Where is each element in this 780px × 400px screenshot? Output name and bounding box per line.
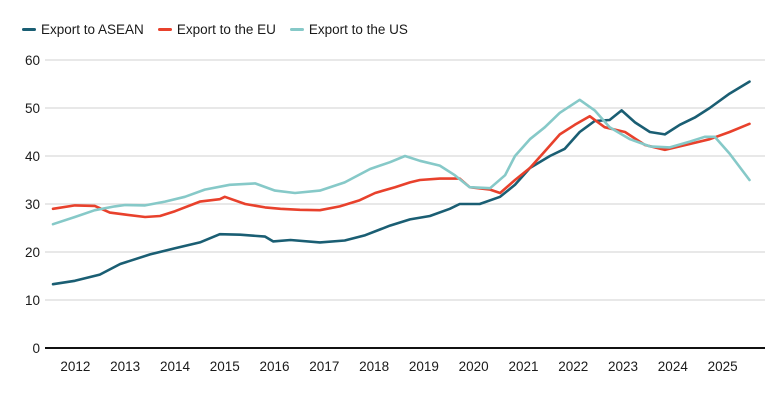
x-tick-label: 2017 bbox=[309, 359, 339, 374]
x-tick-label: 2018 bbox=[359, 359, 389, 374]
legend-item-asean[interactable]: Export to ASEAN bbox=[22, 22, 144, 37]
y-tick-label: 10 bbox=[25, 293, 40, 308]
x-tick-label: 2016 bbox=[260, 359, 290, 374]
y-tick-label: 20 bbox=[25, 245, 40, 260]
legend-item-us[interactable]: Export to the US bbox=[289, 22, 408, 37]
x-tick-label: 2014 bbox=[160, 359, 191, 374]
x-tick-label: 2023 bbox=[608, 359, 638, 374]
legend-label-asean: Export to ASEAN bbox=[41, 22, 144, 37]
legend-swatch-asean bbox=[22, 28, 36, 31]
y-tick-label: 40 bbox=[25, 149, 40, 164]
x-tick-label: 2013 bbox=[110, 359, 140, 374]
x-tick-label: 2015 bbox=[210, 359, 240, 374]
legend-label-eu: Export to the EU bbox=[176, 22, 276, 37]
x-tick-label: 2019 bbox=[409, 359, 439, 374]
legend-swatch-us bbox=[289, 28, 304, 31]
x-tick-label: 2025 bbox=[708, 359, 738, 374]
legend-swatch-eu bbox=[157, 28, 172, 31]
x-tick-label: 2020 bbox=[459, 359, 489, 374]
legend-label-us: Export to the US bbox=[308, 22, 408, 37]
x-tick-label: 2012 bbox=[60, 359, 90, 374]
y-tick-label: 0 bbox=[32, 341, 40, 356]
y-tick-label: 60 bbox=[25, 53, 40, 68]
x-tick-label: 2024 bbox=[658, 359, 689, 374]
x-tick-label: 2022 bbox=[558, 359, 588, 374]
legend-item-eu[interactable]: Export to the EU bbox=[157, 22, 276, 37]
x-tick-label: 2021 bbox=[508, 359, 538, 374]
series-line-asean bbox=[51, 80, 751, 286]
legend: Export to ASEAN Export to the EU Export … bbox=[22, 22, 408, 37]
series-line-us bbox=[51, 98, 751, 226]
y-tick-label: 30 bbox=[25, 197, 40, 212]
y-tick-label: 50 bbox=[25, 101, 40, 116]
